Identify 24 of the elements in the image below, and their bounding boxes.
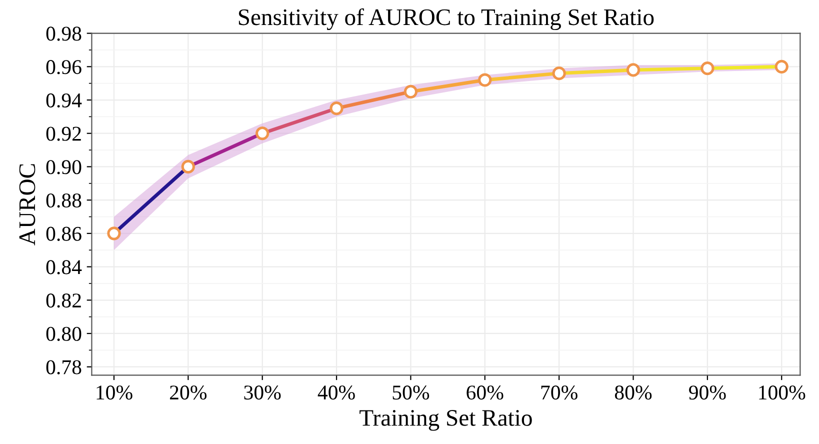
x-tick-label: 20% bbox=[170, 386, 207, 400]
x-tick-label: 30% bbox=[244, 386, 281, 400]
x-tick-label: 50% bbox=[392, 386, 430, 400]
x-tick-label: 40% bbox=[318, 386, 355, 400]
y-tick-label: 0.98 bbox=[46, 26, 82, 41]
x-tick-label: 80% bbox=[614, 386, 652, 400]
y-tick-label: 0.94 bbox=[46, 93, 82, 108]
x-tick-label: 70% bbox=[541, 386, 578, 400]
y-tick-label: 0.80 bbox=[46, 326, 82, 342]
x-tick-label: 60% bbox=[466, 386, 504, 400]
chart-title: Sensitivity of AUROC to Training Set Ratio bbox=[238, 8, 654, 30]
y-tick-label: 0.92 bbox=[46, 126, 81, 141]
y-axis-title: AUROC bbox=[19, 164, 36, 246]
y-tick-label: 0.82 bbox=[46, 294, 81, 308]
y-tick-label: 0.96 bbox=[46, 60, 82, 74]
y-tick-label: 0.84 bbox=[46, 260, 82, 274]
x-tick-label: 100% bbox=[759, 386, 806, 400]
y-tick-label: 0.90 bbox=[46, 160, 82, 174]
y-tick-label: 0.86 bbox=[46, 226, 82, 241]
x-tick-label: 90% bbox=[689, 386, 726, 400]
x-axis-title: Training Set Ratio bbox=[360, 410, 532, 431]
y-tick-label: 0.78 bbox=[46, 360, 82, 374]
y-tick-label: 0.88 bbox=[46, 193, 82, 208]
x-tick-label: 10% bbox=[96, 386, 132, 400]
